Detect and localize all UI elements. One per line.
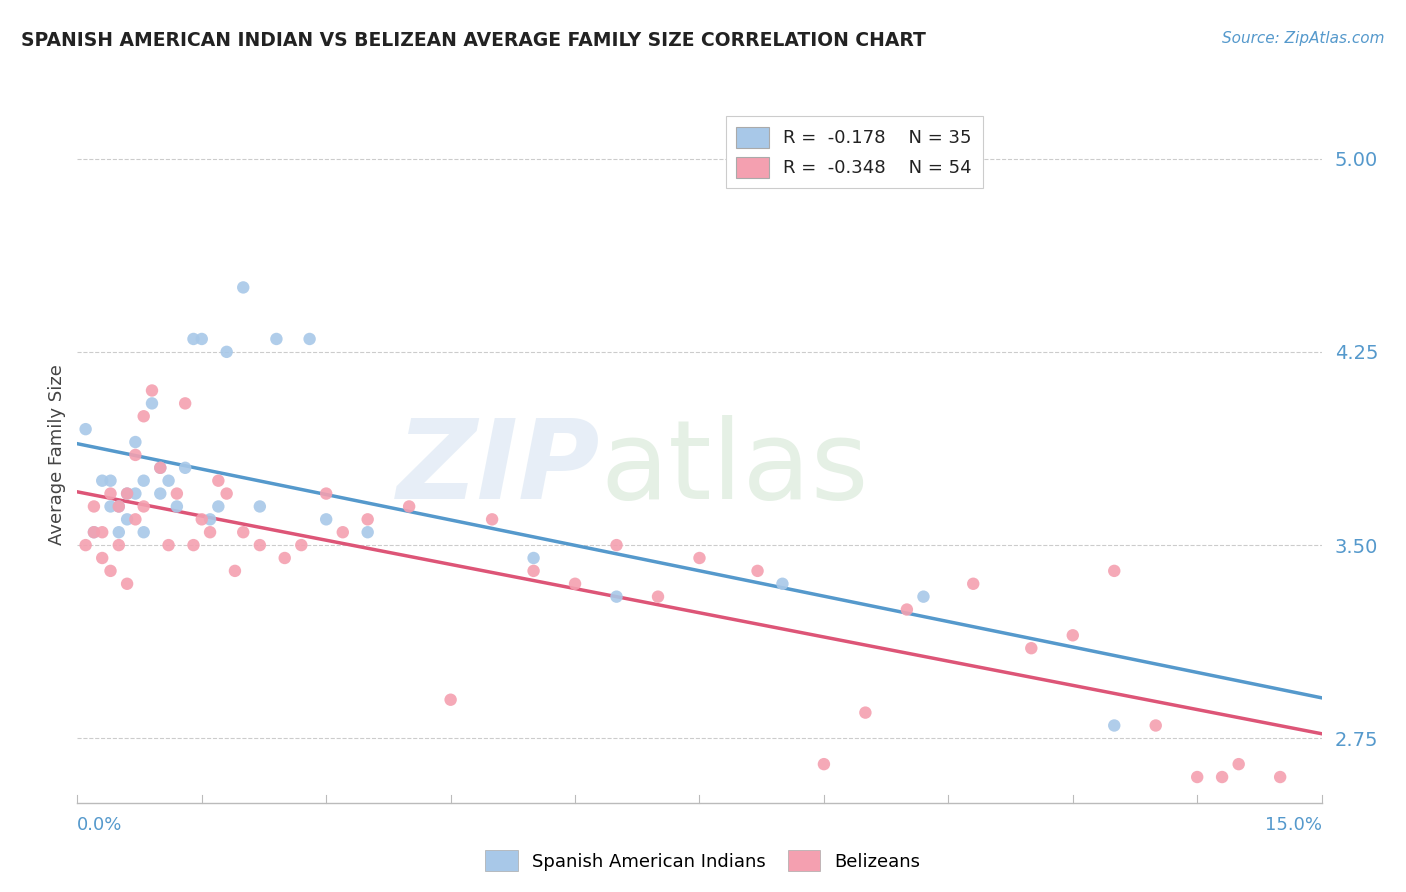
Point	[132, 500, 155, 514]
Text: atlas: atlas	[600, 416, 869, 523]
Point	[232, 525, 254, 540]
Point	[290, 538, 312, 552]
Point	[149, 460, 172, 475]
Point	[207, 500, 229, 514]
Point	[91, 474, 114, 488]
Point	[1270, 770, 1292, 784]
Point	[1021, 641, 1043, 656]
Point	[523, 551, 546, 566]
Point	[124, 448, 146, 462]
Point	[198, 512, 221, 526]
Point	[266, 332, 288, 346]
Text: Source: ZipAtlas.com: Source: ZipAtlas.com	[1222, 31, 1385, 46]
Point	[224, 564, 246, 578]
Point	[962, 576, 984, 591]
Point	[249, 538, 271, 552]
Point	[149, 486, 172, 500]
Point	[115, 576, 138, 591]
Point	[83, 500, 105, 514]
Point	[191, 332, 214, 346]
Point	[747, 564, 769, 578]
Point	[83, 525, 105, 540]
Point	[115, 486, 138, 500]
Y-axis label: Average Family Size: Average Family Size	[48, 365, 66, 545]
Point	[564, 576, 586, 591]
Text: 0.0%: 0.0%	[77, 816, 122, 834]
Point	[157, 538, 180, 552]
Point	[100, 474, 122, 488]
Point	[357, 512, 380, 526]
Point	[315, 512, 337, 526]
Point	[100, 486, 122, 500]
Point	[298, 332, 321, 346]
Point	[647, 590, 669, 604]
Point	[1187, 770, 1209, 784]
Point	[689, 551, 711, 566]
Text: SPANISH AMERICAN INDIAN VS BELIZEAN AVERAGE FAMILY SIZE CORRELATION CHART: SPANISH AMERICAN INDIAN VS BELIZEAN AVER…	[21, 31, 927, 50]
Point	[183, 538, 205, 552]
Point	[91, 525, 114, 540]
Point	[132, 474, 155, 488]
Point	[1144, 718, 1167, 732]
Point	[115, 486, 138, 500]
Point	[912, 590, 935, 604]
Point	[198, 525, 221, 540]
Point	[174, 396, 197, 410]
Point	[215, 344, 238, 359]
Point	[91, 551, 114, 566]
Text: 15.0%: 15.0%	[1264, 816, 1322, 834]
Point	[1062, 628, 1084, 642]
Point	[141, 396, 163, 410]
Point	[249, 500, 271, 514]
Point	[207, 474, 229, 488]
Point	[174, 460, 197, 475]
Point	[606, 538, 628, 552]
Point	[149, 460, 172, 475]
Point	[232, 280, 254, 294]
Point	[157, 474, 180, 488]
Point	[357, 525, 380, 540]
Point	[108, 500, 131, 514]
Point	[523, 564, 546, 578]
Point	[215, 486, 238, 500]
Point	[315, 486, 337, 500]
Point	[440, 692, 463, 706]
Point	[855, 706, 877, 720]
Point	[191, 512, 214, 526]
Point	[100, 564, 122, 578]
Point	[1227, 757, 1250, 772]
Point	[772, 576, 794, 591]
Point	[100, 500, 122, 514]
Point	[124, 486, 146, 500]
Point	[115, 512, 138, 526]
Point	[83, 525, 105, 540]
Point	[124, 435, 146, 450]
Point	[332, 525, 354, 540]
Point	[108, 500, 131, 514]
Point	[75, 538, 97, 552]
Point	[1211, 770, 1233, 784]
Point	[813, 757, 835, 772]
Point	[132, 409, 155, 424]
Text: ZIP: ZIP	[396, 416, 600, 523]
Legend: R =  -0.178    N = 35, R =  -0.348    N = 54: R = -0.178 N = 35, R = -0.348 N = 54	[725, 116, 983, 188]
Point	[896, 602, 918, 616]
Point	[75, 422, 97, 436]
Point	[1104, 564, 1126, 578]
Point	[183, 332, 205, 346]
Point	[141, 384, 163, 398]
Point	[1104, 718, 1126, 732]
Point	[481, 512, 503, 526]
Point	[132, 525, 155, 540]
Point	[606, 590, 628, 604]
Point	[108, 538, 131, 552]
Point	[398, 500, 420, 514]
Point	[124, 512, 146, 526]
Point	[166, 500, 188, 514]
Point	[166, 486, 188, 500]
Legend: Spanish American Indians, Belizeans: Spanish American Indians, Belizeans	[478, 843, 928, 879]
Point	[108, 525, 131, 540]
Point	[274, 551, 297, 566]
